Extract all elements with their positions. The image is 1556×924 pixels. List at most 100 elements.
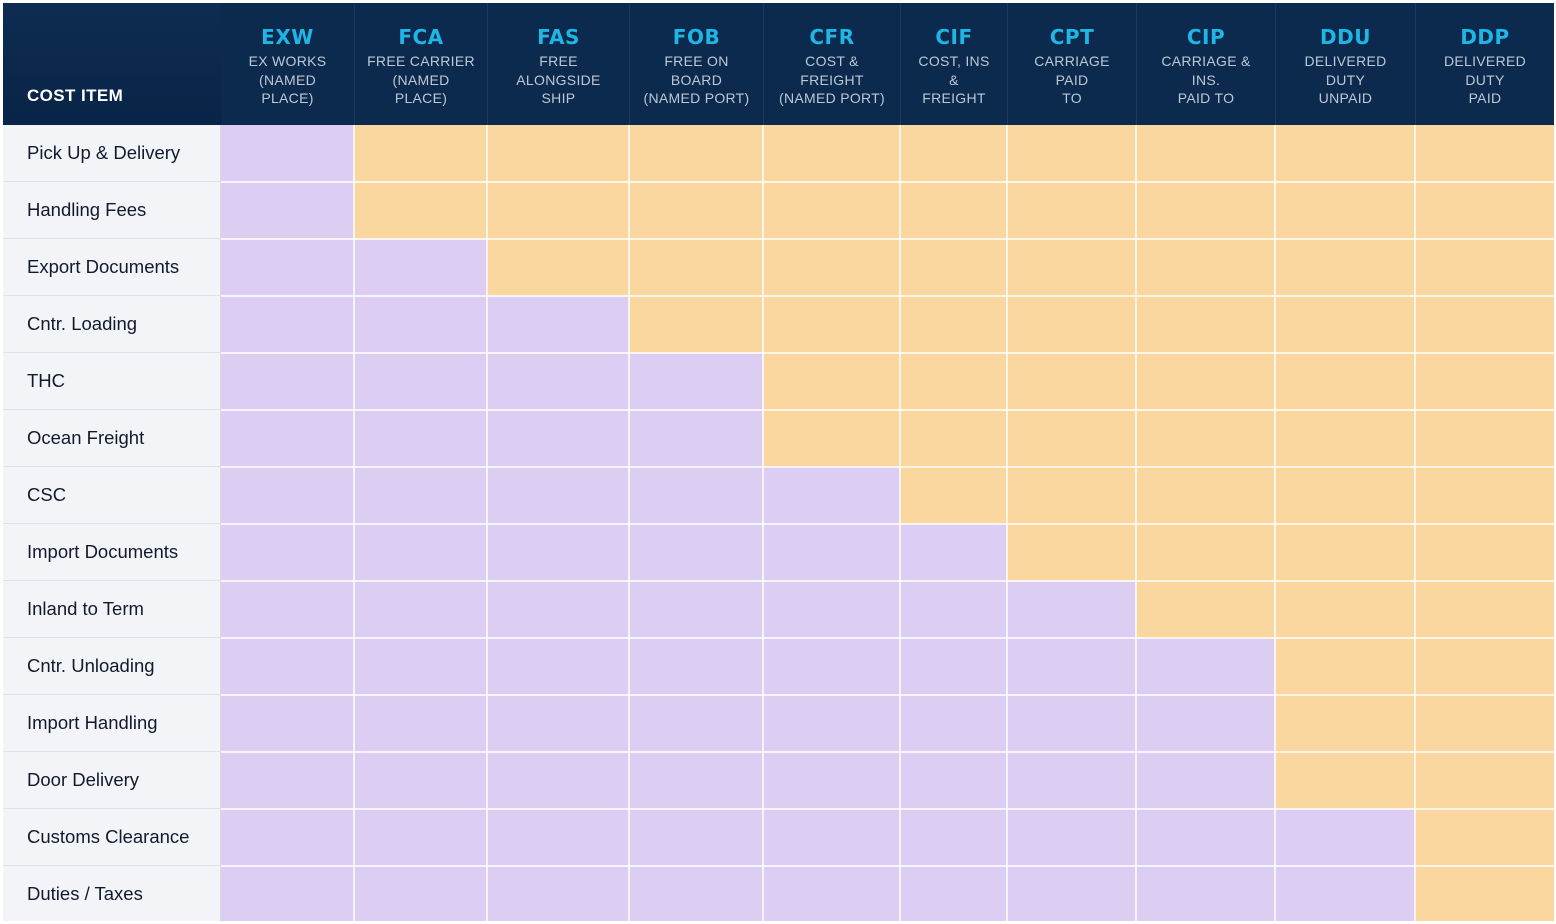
cell-purple-exw (221, 296, 354, 353)
cell-purple-fca (354, 638, 487, 695)
cell-orange-fob (629, 125, 763, 182)
row-label: Inland to Term (3, 581, 221, 638)
row-label: Pick Up & Delivery (3, 125, 221, 182)
column-description-line: FREIGHT (922, 90, 986, 106)
cell-purple-exw (221, 353, 354, 410)
cell-purple-cip (1136, 638, 1275, 695)
column-description-line: SHIP (541, 90, 576, 106)
cell-purple-cfr (763, 866, 900, 921)
cell-orange-cpt (1007, 296, 1136, 353)
cell-purple-fob (629, 752, 763, 809)
cell-orange-ddp (1415, 410, 1554, 467)
column-description-line: DUTY (1465, 71, 1505, 88)
cell-purple-cip (1136, 752, 1275, 809)
column-description-line: (NAMED (392, 71, 450, 88)
cell-orange-ddp (1415, 353, 1554, 410)
cell-purple-cfr (763, 524, 900, 581)
column-description-line: PLACE) (394, 90, 448, 106)
cell-orange-ddp (1415, 182, 1554, 239)
cell-purple-exw (221, 638, 354, 695)
row-label: Export Documents (3, 239, 221, 296)
cell-purple-fca (354, 239, 487, 296)
cell-orange-fca (354, 125, 487, 182)
cell-orange-fob (629, 182, 763, 239)
cell-purple-exw (221, 410, 354, 467)
cell-orange-fas (487, 125, 629, 182)
column-description-line: CARRIAGE (1034, 53, 1110, 69)
row-label: THC (3, 353, 221, 410)
cell-orange-ddu (1275, 410, 1415, 467)
column-description-line: TO (1062, 90, 1082, 106)
header-corner: COST ITEM (3, 3, 221, 125)
cell-orange-cpt (1007, 524, 1136, 581)
column-header-exw: EXW EX WORKS (NAMED PLACE) (221, 3, 354, 125)
column-header-fas: FAS FREE ALONGSIDE SHIP (487, 3, 629, 125)
cell-purple-cip (1136, 809, 1275, 866)
cell-orange-cpt (1007, 467, 1136, 524)
row-label: CSC (3, 467, 221, 524)
cell-purple-cfr (763, 581, 900, 638)
cell-purple-cif (900, 581, 1007, 638)
cell-purple-cpt (1007, 638, 1136, 695)
cell-purple-fob (629, 467, 763, 524)
column-header-fca: FCA FREE CARRIER (NAMED PLACE) (354, 3, 487, 125)
row-label: Cntr. Unloading (3, 638, 221, 695)
cell-purple-fob (629, 695, 763, 752)
column-header-cpt: CPT CARRIAGE PAID TO (1007, 3, 1136, 125)
cell-purple-cif (900, 524, 1007, 581)
column-code: CIP (1186, 25, 1226, 49)
cell-orange-cpt (1007, 410, 1136, 467)
cell-orange-cfr (763, 410, 900, 467)
cell-orange-ddu (1275, 125, 1415, 182)
cell-purple-fob (629, 524, 763, 581)
cell-purple-fca (354, 752, 487, 809)
cell-orange-cfr (763, 125, 900, 182)
cell-purple-fob (629, 581, 763, 638)
cell-orange-ddu (1275, 239, 1415, 296)
column-code: DDP (1460, 25, 1510, 49)
cell-purple-fob (629, 353, 763, 410)
column-header-fob: FOB FREE ON BOARD (NAMED PORT) (629, 3, 763, 125)
column-description-line: DUTY (1325, 71, 1366, 88)
cell-purple-exw (221, 752, 354, 809)
cell-purple-fas (487, 695, 629, 752)
column-header-cip: CIP CARRIAGE & INS. PAID TO (1136, 3, 1275, 125)
cell-orange-ddp (1415, 866, 1554, 921)
column-header-cfr: CFR COST & FREIGHT (NAMED PORT) (763, 3, 900, 125)
row-label: Duties / Taxes (3, 866, 221, 921)
cell-orange-cif (900, 296, 1007, 353)
column-description-line: EX WORKS (248, 53, 327, 69)
cell-orange-cip (1136, 182, 1275, 239)
cell-purple-exw (221, 182, 354, 239)
cell-purple-exw (221, 524, 354, 581)
cell-purple-cif (900, 866, 1007, 921)
cell-purple-cfr (763, 809, 900, 866)
cell-purple-fca (354, 809, 487, 866)
column-description-line: BOARD (670, 71, 723, 88)
cell-orange-cfr (763, 353, 900, 410)
column-code: FOB (672, 25, 721, 49)
cell-orange-ddp (1415, 125, 1554, 182)
column-description-line: (NAMED PORT) (778, 90, 885, 106)
cell-orange-fas (487, 182, 629, 239)
column-description-line: PAID (1468, 90, 1502, 106)
cell-orange-ddp (1415, 809, 1554, 866)
cost-item-header: COST ITEM (27, 86, 124, 105)
cell-purple-exw (221, 239, 354, 296)
cell-orange-ddu (1275, 638, 1415, 695)
cell-orange-cif (900, 467, 1007, 524)
column-code: DDU (1320, 25, 1371, 49)
row-label: Customs Clearance (3, 809, 221, 866)
cell-purple-cfr (763, 467, 900, 524)
column-description-line: (NAMED PORT) (643, 90, 750, 106)
column-code: EXW (261, 25, 314, 49)
row-label: Ocean Freight (3, 410, 221, 467)
cell-purple-cif (900, 752, 1007, 809)
column-description-line: (NAMED (258, 71, 317, 88)
column-description: DELIVERED DUTY PAID (1416, 52, 1554, 108)
column-description: FREE ON BOARD (NAMED PORT) (630, 52, 763, 108)
cell-orange-cip (1136, 353, 1275, 410)
column-description-line: PLACE) (261, 90, 314, 106)
cell-orange-cif (900, 125, 1007, 182)
